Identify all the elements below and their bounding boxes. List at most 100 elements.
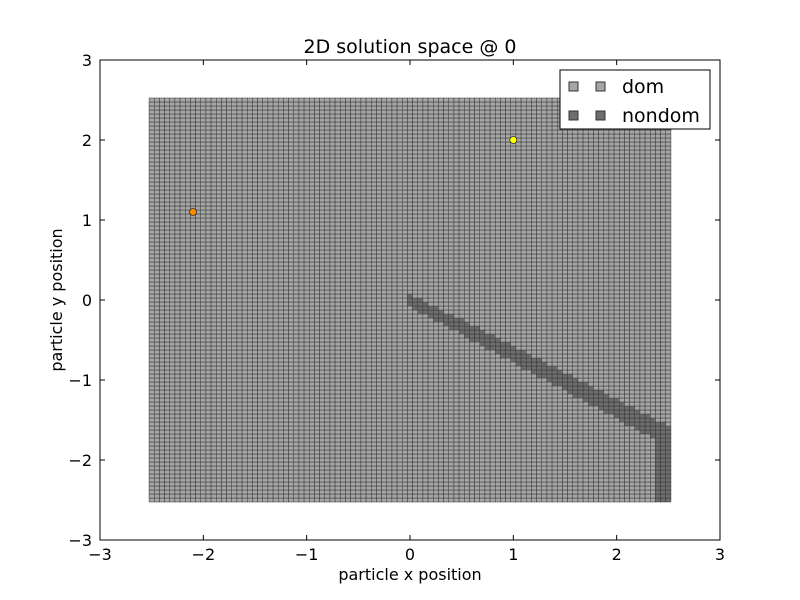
dom-point <box>376 277 382 283</box>
dom-point <box>396 133 403 139</box>
dom-point <box>278 405 284 411</box>
dom-point <box>210 477 217 483</box>
dom-point <box>231 413 238 419</box>
dom-point <box>226 177 233 183</box>
dom-point <box>241 449 248 455</box>
dom-point <box>169 341 176 347</box>
dom-point <box>210 297 217 303</box>
dom-point <box>226 265 233 271</box>
dom-point <box>334 417 341 423</box>
dom-point <box>303 253 310 259</box>
dom-point <box>298 153 305 159</box>
dom-point <box>298 417 305 423</box>
dom-point <box>247 485 253 491</box>
dom-point <box>221 113 227 119</box>
dom-point <box>324 177 331 183</box>
dom-point <box>272 249 279 255</box>
dom-point <box>252 329 258 335</box>
dom-point <box>252 273 258 279</box>
dom-point <box>195 213 202 219</box>
dom-point <box>303 261 310 267</box>
dom-point <box>236 141 243 147</box>
dom-point <box>293 385 300 391</box>
dom-point <box>283 497 289 503</box>
dom-point <box>319 425 325 431</box>
dom-point <box>267 489 274 495</box>
dom-point <box>272 161 279 167</box>
dom-point <box>210 437 217 443</box>
dom-point <box>262 429 269 435</box>
dom-point <box>319 381 325 387</box>
dom-point <box>278 433 284 439</box>
dom-point <box>371 357 377 363</box>
dom-point <box>257 145 263 151</box>
dom-point <box>195 273 202 279</box>
dom-point <box>179 281 186 287</box>
dom-point <box>283 249 289 255</box>
dom-point <box>334 357 341 363</box>
dom-point <box>324 401 331 407</box>
dom-point <box>309 485 315 491</box>
dom-point <box>329 465 336 471</box>
dom-point <box>190 365 196 371</box>
dom-point <box>257 113 263 119</box>
dom-point <box>231 373 238 379</box>
dom-point <box>381 485 387 491</box>
dom-point <box>164 257 171 263</box>
dom-point <box>360 273 367 279</box>
dom-point <box>226 301 233 307</box>
dom-point <box>402 441 408 447</box>
dom-point <box>226 269 233 275</box>
dom-point <box>376 461 382 467</box>
dom-point <box>154 465 160 471</box>
dom-point <box>365 405 372 411</box>
dom-point <box>190 129 196 135</box>
dom-point <box>391 461 398 467</box>
dom-point <box>210 197 217 203</box>
dom-point <box>381 133 387 139</box>
dom-point <box>190 449 196 455</box>
dom-point <box>190 293 196 299</box>
dom-point <box>190 489 196 495</box>
dom-point <box>185 97 191 103</box>
dom-point <box>148 433 155 439</box>
dom-point <box>355 393 362 399</box>
dom-point <box>247 277 253 283</box>
dom-point <box>226 445 233 451</box>
dom-point <box>231 357 238 363</box>
dom-point <box>376 121 382 127</box>
dom-point <box>278 457 284 463</box>
dom-point <box>257 345 263 351</box>
dom-point <box>360 109 367 115</box>
dom-point <box>267 129 274 135</box>
dom-point <box>231 181 238 187</box>
dom-point <box>200 229 207 235</box>
dom-point <box>252 261 258 267</box>
dom-point <box>324 281 331 287</box>
dom-point <box>329 377 336 383</box>
dom-point <box>288 341 294 347</box>
dom-point <box>345 325 351 331</box>
dom-point <box>190 117 196 123</box>
dom-point <box>236 409 243 415</box>
dom-point <box>185 289 191 295</box>
dom-point <box>360 281 367 287</box>
dom-point <box>350 305 356 311</box>
dom-point <box>231 369 238 375</box>
dom-point <box>283 345 289 351</box>
dom-point <box>216 309 222 315</box>
dom-point <box>174 189 181 195</box>
dom-point <box>247 481 253 487</box>
dom-point <box>283 321 289 327</box>
dom-point <box>148 97 155 103</box>
dom-point <box>236 273 243 279</box>
dom-point <box>267 425 274 431</box>
dom-point <box>164 261 171 267</box>
dom-point <box>298 137 305 143</box>
dom-point <box>298 397 305 403</box>
dom-point <box>293 193 300 199</box>
dom-point <box>340 457 346 463</box>
dom-point <box>221 269 227 275</box>
dom-point <box>324 485 331 491</box>
dom-point <box>293 245 300 251</box>
